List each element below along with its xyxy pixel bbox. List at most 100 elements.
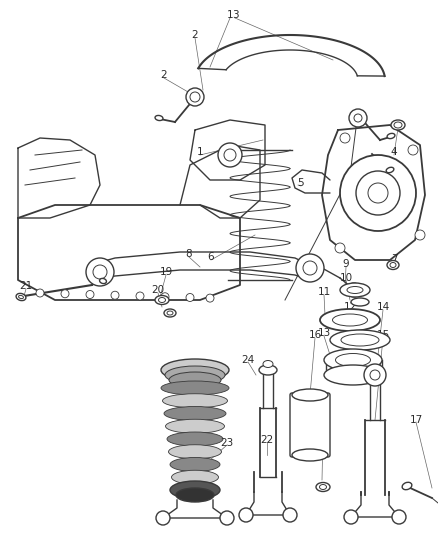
Ellipse shape [387, 261, 399, 270]
Ellipse shape [292, 389, 328, 401]
Ellipse shape [170, 481, 220, 499]
Ellipse shape [316, 482, 330, 491]
Ellipse shape [336, 353, 371, 367]
Circle shape [86, 258, 114, 286]
Circle shape [220, 511, 234, 525]
Ellipse shape [169, 445, 222, 459]
Circle shape [206, 294, 214, 302]
Text: 9: 9 [343, 259, 350, 269]
Ellipse shape [319, 484, 326, 489]
Text: 8: 8 [186, 249, 192, 259]
Circle shape [344, 510, 358, 524]
Text: 23: 23 [220, 438, 233, 448]
Ellipse shape [99, 278, 106, 284]
Circle shape [36, 289, 44, 297]
Text: 11: 11 [318, 287, 331, 297]
Text: 10: 10 [339, 273, 353, 283]
Circle shape [303, 261, 317, 275]
Circle shape [370, 370, 380, 380]
Circle shape [190, 92, 200, 102]
Circle shape [156, 511, 170, 525]
Ellipse shape [164, 309, 176, 317]
Ellipse shape [164, 407, 226, 421]
Circle shape [347, 283, 361, 297]
Circle shape [296, 254, 324, 282]
Circle shape [283, 508, 297, 522]
Ellipse shape [332, 314, 367, 326]
Ellipse shape [162, 394, 227, 408]
Ellipse shape [263, 360, 273, 367]
Text: 7: 7 [391, 254, 397, 264]
Circle shape [186, 88, 204, 106]
Ellipse shape [167, 311, 173, 315]
Text: 20: 20 [152, 285, 165, 295]
Ellipse shape [165, 366, 225, 384]
Text: 4: 4 [391, 147, 397, 157]
Ellipse shape [176, 488, 214, 502]
Circle shape [86, 290, 94, 298]
Ellipse shape [330, 330, 390, 350]
Ellipse shape [387, 133, 395, 139]
Ellipse shape [16, 293, 26, 301]
Ellipse shape [155, 116, 163, 120]
Ellipse shape [386, 167, 394, 173]
Ellipse shape [324, 349, 382, 371]
Circle shape [239, 508, 253, 522]
Ellipse shape [169, 372, 221, 388]
Text: 16: 16 [308, 330, 321, 340]
Ellipse shape [390, 262, 396, 268]
Ellipse shape [18, 295, 24, 298]
Circle shape [356, 171, 400, 215]
Circle shape [392, 510, 406, 524]
Circle shape [186, 294, 194, 302]
Text: 15: 15 [376, 330, 390, 340]
Ellipse shape [341, 334, 379, 346]
Text: 3: 3 [232, 10, 238, 20]
Text: 5: 5 [298, 178, 304, 188]
Circle shape [111, 291, 119, 299]
Ellipse shape [172, 470, 219, 484]
Ellipse shape [402, 482, 412, 490]
Circle shape [93, 265, 107, 279]
Text: 1: 1 [197, 147, 203, 157]
Text: 19: 19 [159, 267, 173, 277]
Circle shape [224, 149, 236, 161]
Ellipse shape [161, 359, 229, 381]
Circle shape [61, 290, 69, 298]
Ellipse shape [161, 381, 229, 395]
Circle shape [368, 183, 388, 203]
Circle shape [349, 109, 367, 127]
Ellipse shape [391, 120, 405, 130]
Ellipse shape [324, 365, 382, 385]
Circle shape [408, 145, 418, 155]
Ellipse shape [155, 295, 169, 304]
Text: 17: 17 [410, 415, 423, 425]
Ellipse shape [394, 122, 402, 128]
Text: 22: 22 [260, 435, 274, 445]
Circle shape [364, 364, 386, 386]
Ellipse shape [351, 298, 369, 306]
Text: 1: 1 [227, 10, 233, 20]
Ellipse shape [159, 297, 166, 303]
Circle shape [340, 155, 416, 231]
Circle shape [354, 114, 362, 122]
Ellipse shape [347, 287, 363, 294]
Ellipse shape [340, 283, 370, 297]
Text: 14: 14 [376, 302, 390, 312]
Circle shape [340, 133, 350, 143]
Ellipse shape [259, 365, 277, 375]
Ellipse shape [170, 457, 220, 472]
Text: 12: 12 [343, 302, 357, 312]
Text: 21: 21 [19, 281, 32, 291]
Ellipse shape [292, 449, 328, 461]
Ellipse shape [320, 309, 380, 331]
Ellipse shape [167, 432, 223, 446]
Text: 13: 13 [318, 328, 331, 338]
Text: 2: 2 [192, 30, 198, 40]
Circle shape [136, 292, 144, 300]
Circle shape [335, 243, 345, 253]
Text: 18: 18 [315, 425, 328, 435]
Circle shape [218, 143, 242, 167]
Text: 2: 2 [161, 70, 167, 80]
Circle shape [161, 293, 169, 301]
